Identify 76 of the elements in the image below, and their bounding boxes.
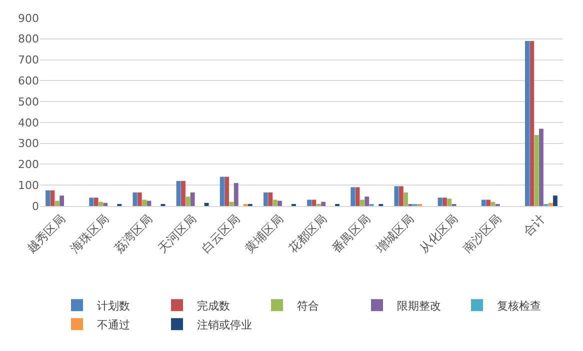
bar [442, 198, 447, 206]
bar [312, 200, 316, 206]
bar [98, 202, 103, 206]
y-tick-label: 100 [18, 178, 39, 192]
bar [553, 196, 558, 206]
legend-label: 不通过 [97, 318, 130, 332]
bar [54, 200, 60, 206]
x-tick-label: 合计 [520, 212, 548, 239]
bar [180, 180, 186, 206]
bar [132, 192, 138, 206]
bar [94, 198, 98, 206]
x-tick-label: 天河区局 [155, 212, 199, 256]
x-tick-label: 从化区局 [416, 212, 460, 256]
bar [530, 40, 534, 206]
bar [142, 200, 147, 206]
x-tick-label: 南沙区局 [460, 212, 504, 256]
bar [438, 198, 442, 206]
bar [398, 186, 404, 206]
legend-label: 符合 [297, 299, 319, 312]
y-tick-label: 0 [32, 200, 39, 213]
bar [321, 202, 326, 206]
bar [486, 200, 490, 206]
x-tick-label: 番禺区局 [329, 212, 374, 256]
y-tick-label: 200 [18, 158, 39, 172]
bar [307, 200, 312, 206]
bar [229, 202, 234, 206]
x-tick-label: 黄埔区局 [242, 212, 286, 256]
legend-label: 计划数 [97, 299, 130, 312]
legend-label: 完成数 [197, 299, 230, 312]
y-tick-label: 500 [18, 95, 39, 108]
bar [204, 202, 209, 206]
y-tick-label: 600 [18, 74, 39, 88]
bar [447, 198, 452, 206]
y-tick-label: 900 [18, 12, 39, 25]
bar [481, 200, 486, 206]
x-tick-label: 花都区局 [286, 212, 330, 256]
x-tick-label: 越秀区局 [24, 212, 68, 256]
bar [360, 200, 364, 206]
bar [355, 187, 360, 206]
bar [277, 200, 282, 206]
bar [538, 128, 544, 206]
bar [272, 200, 278, 206]
bar [524, 40, 530, 206]
bar [60, 196, 64, 206]
y-tick-label: 800 [18, 32, 39, 46]
bar [548, 202, 553, 206]
y-tick-label: 400 [18, 116, 39, 130]
bar [89, 198, 94, 206]
bar [103, 202, 108, 206]
bar [50, 190, 55, 206]
y-tick-label: 700 [18, 54, 39, 67]
bar [350, 187, 356, 206]
x-tick-label: 荔湾区局 [111, 212, 156, 256]
bar [534, 134, 539, 206]
bar [404, 192, 408, 206]
bar [220, 176, 224, 206]
bar [186, 196, 190, 206]
bar [234, 183, 238, 206]
bar [224, 176, 229, 206]
bar [137, 192, 142, 206]
x-tick-label: 增城区局 [372, 212, 417, 256]
x-tick-label: 白云区局 [198, 212, 242, 256]
bar [490, 202, 496, 206]
bar [263, 192, 268, 206]
bar [394, 186, 399, 206]
bar [268, 192, 273, 206]
y-tick-label: 300 [18, 137, 39, 150]
bar [146, 200, 152, 206]
legend-label: 限期整改 [397, 299, 441, 312]
x-tick-label: 海珠区局 [68, 212, 112, 256]
bar [176, 180, 181, 206]
bar [190, 192, 195, 206]
bar [364, 196, 370, 206]
legend-label: 复核检查 [497, 299, 541, 312]
legend-label: 注销或停业 [197, 318, 252, 332]
bar [46, 190, 50, 206]
